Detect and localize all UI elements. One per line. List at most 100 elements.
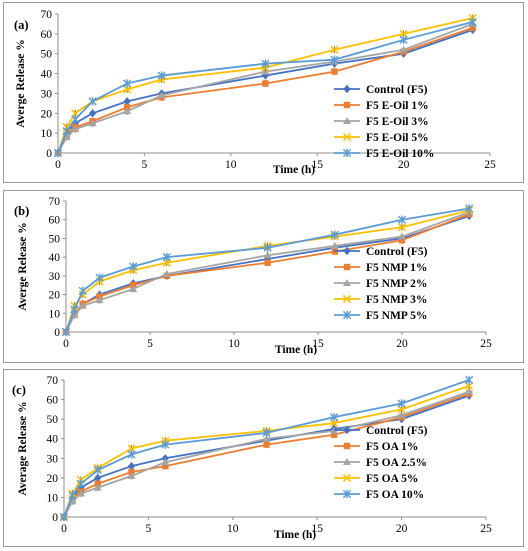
series-line-1-1 (57, 29, 474, 154)
y-tick-label-1-1: 10 (41, 128, 53, 140)
legend-marker-1-3 (343, 117, 351, 124)
chart-svg-a: 0 10 20 30 40 50 60 70 0 5 10 15 20 25 Time (h) Averge … (14, 9, 496, 176)
y-tick-label-2-0: 0 (54, 327, 60, 339)
y-tick-label-1-6: 60 (41, 29, 53, 41)
x-tick-label-1-3: 15 (311, 159, 323, 171)
data-point-2-3-2 (78, 301, 87, 309)
data-point-2-1-6 (264, 254, 272, 264)
legend-label-3-5: F5 OA 10% (366, 489, 424, 501)
data-point-2-5-4 (129, 262, 138, 271)
x-tick-label-2-5: 25 (480, 338, 492, 350)
data-point-1-5-5 (157, 71, 166, 80)
legend-label-2-2: F5 NMP 1% (366, 262, 427, 274)
data-point-1-5-9 (468, 17, 477, 27)
data-point-2-5-9 (465, 204, 474, 213)
x-tick-label-1-2: 10 (225, 159, 237, 171)
legend-label-2-3: F5 NMP 2% (366, 278, 427, 290)
series-line-3-4 (63, 385, 470, 518)
legend-label-3-3: F5 OA 2.5% (366, 457, 427, 469)
data-point-2-3-4 (129, 284, 138, 292)
y-tick-label-1-7: 70 (41, 9, 53, 21)
series-line-1-5 (57, 21, 473, 154)
data-point-2-5-7 (330, 230, 339, 239)
x-tick-label-1-1: 5 (142, 159, 148, 171)
x-tick-label-3-0: 0 (61, 523, 67, 535)
data-point-3-4-8 (397, 405, 406, 414)
y-tick-label-2-7: 70 (49, 196, 61, 208)
data-point-3-5-7 (329, 412, 339, 422)
legend-marker-3-1 (343, 425, 351, 435)
data-point-3-4-9 (464, 381, 474, 391)
data-point-1-4-4 (122, 85, 132, 94)
panel-label-1: (a) (14, 18, 29, 32)
data-point-2-5-8 (397, 215, 407, 224)
data-point-3-3-4 (127, 471, 136, 479)
data-point-1-2-7 (331, 68, 338, 75)
data-point-2-3-5 (162, 269, 171, 277)
data-point-1-4-7 (330, 45, 339, 54)
y-tick-label-3-7: 70 (47, 375, 59, 387)
data-point-3-4-7 (329, 418, 339, 428)
series-line-1-3 (57, 23, 474, 154)
series-2-5 (61, 204, 474, 337)
data-point-3-5-5 (161, 440, 170, 449)
data-point-3-3-6 (262, 434, 271, 442)
x-tick-label-2-0: 0 (63, 338, 69, 350)
legend-marker-2-5 (342, 310, 352, 320)
data-point-2-3-8 (398, 232, 406, 240)
data-point-1-2-6 (262, 80, 269, 87)
data-point-1-3-8 (399, 45, 408, 53)
data-point-1-1-6 (261, 71, 269, 80)
x-axis-title-1: Time (h) (273, 164, 315, 176)
legend-marker-3-5 (342, 489, 352, 499)
series-line-3-3 (63, 390, 470, 518)
series-line-2-5 (65, 207, 470, 333)
data-point-3-1-4 (127, 461, 136, 471)
data-point-1-2-9 (469, 24, 476, 32)
y-tick-label-3-2: 20 (47, 473, 59, 485)
y-tick-label-1-3: 30 (41, 88, 53, 100)
legend-marker-2-1 (343, 246, 351, 256)
data-point-3-3-8 (397, 411, 406, 419)
legend-marker-3-2 (343, 442, 351, 450)
data-point-1-5-0 (53, 148, 63, 158)
x-axis-title-2: Time (h) (275, 344, 317, 356)
y-tick-label-2-5: 50 (49, 233, 61, 245)
data-point-3-5-1 (68, 491, 77, 500)
data-point-3-2-5 (162, 462, 169, 470)
data-point-3-3-5 (161, 458, 170, 466)
data-point-2-5-2 (78, 286, 87, 296)
data-point-1-3-4 (123, 107, 132, 115)
series-1-5 (53, 17, 477, 158)
data-point-2-5-3 (95, 273, 104, 282)
data-point-3-5-4 (127, 450, 136, 459)
y-axis-title-3: Average Release % (17, 401, 29, 495)
x-tick-label-2-4: 20 (396, 338, 408, 350)
legend-marker-3-3 (343, 458, 351, 465)
data-point-2-2-8 (398, 237, 406, 244)
y-tick-label-3-1: 10 (47, 492, 59, 504)
legend-label-1-1: Control (F5) (366, 84, 428, 96)
y-tick-label-3-5: 50 (47, 414, 59, 426)
chart-panel-a: 0 10 20 30 40 50 60 70 0 5 10 15 20 25 Time (h) Averge … (3, 2, 524, 183)
data-point-1-5-8 (399, 35, 408, 45)
data-point-1-1-3 (88, 109, 97, 118)
y-tick-label-2-2: 20 (49, 290, 61, 302)
legend-marker-1-2 (343, 101, 351, 109)
data-point-3-2-6 (263, 441, 270, 448)
data-point-3-5-8 (397, 399, 406, 408)
data-point-1-5-6 (261, 59, 270, 68)
data-point-1-3-2 (71, 125, 80, 133)
data-point-2-2-6 (264, 259, 271, 266)
legend-label-2-4: F5 NMP 3% (366, 294, 427, 306)
x-tick-label-3-5: 25 (480, 523, 492, 535)
x-tick-label-1-0: 0 (55, 159, 61, 171)
legend-label-3-4: F5 OA 5% (366, 473, 418, 485)
chart-panel-c: 0 10 20 30 40 50 60 70 0 5 10 15 20 25 Time (h) Average… (3, 369, 524, 547)
x-axis-title-3: Time (h) (274, 529, 316, 541)
series-line-2-3 (65, 211, 470, 333)
legend-label-3-2: F5 OA 1% (366, 441, 418, 453)
x-tick-label-2-3: 15 (312, 338, 324, 350)
series-line-1-2 (57, 27, 474, 154)
y-axis-title-2: Averge Release % (17, 222, 29, 311)
